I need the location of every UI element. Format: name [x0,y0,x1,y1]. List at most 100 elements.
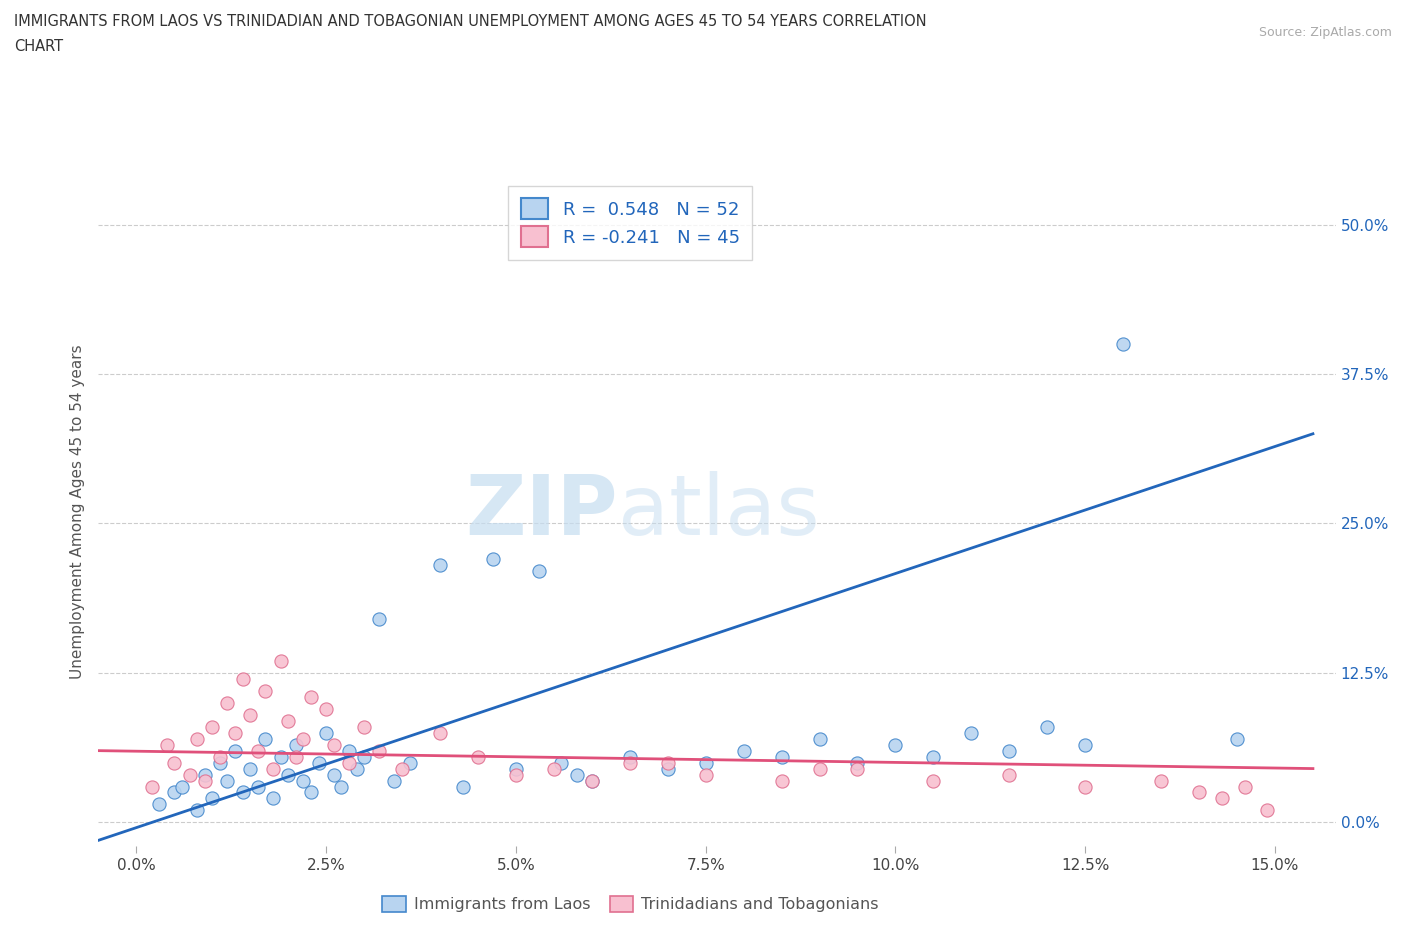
Point [277,767,299,782]
Point [346,761,368,776]
Point [1233,779,1256,794]
Point [315,701,337,716]
Point [262,791,284,806]
Point [550,755,572,770]
Point [299,785,322,800]
Point [201,791,224,806]
Point [398,755,420,770]
Point [246,743,269,758]
Point [505,761,527,776]
Point [429,725,451,740]
Point [1211,791,1233,806]
Point [163,785,186,800]
Point [770,773,793,788]
Point [846,755,869,770]
Point [1188,785,1211,800]
Text: ZIP: ZIP [465,471,619,552]
Point [695,767,717,782]
Point [384,773,406,788]
Point [884,737,907,752]
Point [186,731,208,746]
Point [201,719,224,734]
Point [270,654,292,669]
Point [1112,337,1135,352]
Text: CHART: CHART [14,39,63,54]
Point [315,725,337,740]
Point [429,558,451,573]
Point [1074,779,1097,794]
Point [619,750,641,764]
Point [217,696,239,711]
Point [156,737,179,752]
Point [527,564,550,578]
Point [657,761,679,776]
Point [1150,773,1173,788]
Point [1256,803,1278,817]
Point [179,767,201,782]
Point [277,713,299,728]
Point [186,803,208,817]
Point [299,689,322,704]
Point [922,750,945,764]
Point [581,773,603,788]
Point [246,779,269,794]
Point [960,725,983,740]
Point [998,767,1021,782]
Point [208,750,231,764]
Point [467,750,489,764]
Point [330,779,353,794]
Point [846,761,869,776]
Text: Source: ZipAtlas.com: Source: ZipAtlas.com [1258,26,1392,39]
Point [1226,731,1249,746]
Point [292,731,315,746]
Point [482,551,505,566]
Point [194,767,217,782]
Point [170,779,193,794]
Point [292,773,315,788]
Point [163,755,186,770]
Point [232,671,254,686]
Point [808,731,831,746]
Point [224,743,246,758]
Point [657,755,679,770]
Point [254,731,277,746]
Point [262,761,284,776]
Point [308,755,330,770]
Point [922,773,945,788]
Point [998,743,1021,758]
Point [1074,737,1097,752]
Point [695,755,717,770]
Point [232,785,254,800]
Point [217,773,239,788]
Text: IMMIGRANTS FROM LAOS VS TRINIDADIAN AND TOBAGONIAN UNEMPLOYMENT AMONG AGES 45 TO: IMMIGRANTS FROM LAOS VS TRINIDADIAN AND … [14,14,927,29]
Point [391,761,413,776]
Point [543,761,565,776]
Point [148,797,170,812]
Point [208,755,231,770]
Point [337,755,360,770]
Point [254,684,277,698]
Legend: Immigrants from Laos, Trinidadians and Tobagonians: Immigrants from Laos, Trinidadians and T… [375,889,886,919]
Point [353,719,375,734]
Point [141,779,163,794]
Point [353,750,375,764]
Point [284,750,307,764]
Point [284,737,307,752]
Point [619,755,641,770]
Point [368,743,391,758]
Point [239,708,262,723]
Point [368,612,391,627]
Point [808,761,831,776]
Point [322,737,344,752]
Point [733,743,755,758]
Point [565,767,588,782]
Point [194,773,217,788]
Point [239,761,262,776]
Point [270,750,292,764]
Text: atlas: atlas [619,471,820,552]
Point [1036,719,1059,734]
Point [505,767,527,782]
Point [337,743,360,758]
Y-axis label: Unemployment Among Ages 45 to 54 years: Unemployment Among Ages 45 to 54 years [69,344,84,679]
Point [451,779,474,794]
